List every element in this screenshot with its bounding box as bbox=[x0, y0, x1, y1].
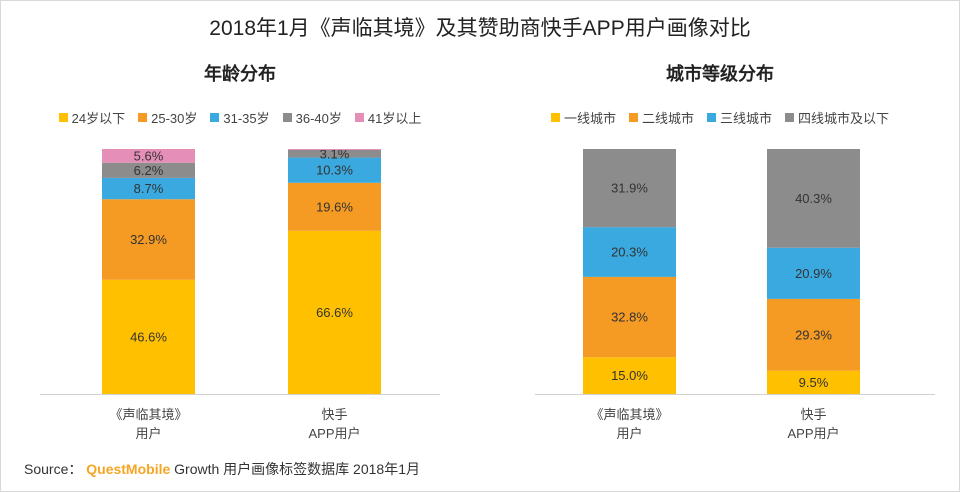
data-label: 32.8% bbox=[611, 310, 648, 325]
data-label: 9.5% bbox=[799, 375, 829, 390]
data-label: 40.3% bbox=[795, 191, 832, 206]
legend-item: 25-30岁 bbox=[138, 108, 197, 127]
legend-label: 三线城市 bbox=[720, 111, 773, 126]
legend-swatch bbox=[354, 113, 364, 122]
legend-item: 31-35岁 bbox=[210, 108, 270, 127]
legend-label: 二线城市 bbox=[641, 111, 694, 126]
bar-segment bbox=[102, 162, 195, 178]
bar-segment bbox=[102, 177, 195, 200]
data-label: 20.3% bbox=[611, 245, 648, 260]
legend-swatch bbox=[785, 113, 795, 122]
data-label: 8.7% bbox=[134, 181, 164, 196]
data-label: 32.9% bbox=[130, 232, 167, 247]
data-label: 6.2% bbox=[134, 163, 164, 178]
city-stacked-bar-chart: 15.0% 32.8% 20.3% 31.9% 《声临其境》用户 9.5% 29.3% 20.… bbox=[535, 149, 935, 441]
city-tier-distribution-panel: 城市等级分布 一线城市 二线城市 三线城市 四线城市及以下 15.0% 32.8% 20.… bbox=[480, 0, 960, 492]
source-note: Source： QuestMobile Growth 用户画像标签数据库 201… bbox=[24, 459, 420, 479]
data-label: 5.6% bbox=[134, 148, 164, 163]
legend-swatch bbox=[138, 113, 148, 122]
data-label: 15.0% bbox=[611, 368, 648, 383]
legend-swatch bbox=[58, 113, 68, 122]
legend-swatch bbox=[628, 113, 638, 122]
bar-segment bbox=[288, 230, 381, 394]
category-label: 用户 bbox=[135, 426, 161, 441]
data-label: 20.9% bbox=[795, 266, 832, 281]
data-label: 29.3% bbox=[795, 327, 832, 342]
legend-label: 41岁以上 bbox=[367, 111, 422, 126]
legend-swatch bbox=[282, 113, 292, 122]
legend-swatch bbox=[210, 113, 220, 122]
legend-label: 24岁以下 bbox=[71, 111, 126, 126]
source-text: Growth 用户画像标签数据库 2018年1月 bbox=[174, 461, 420, 477]
data-label: 3.1% bbox=[320, 146, 350, 161]
legend-item: 四线城市及以下 bbox=[785, 108, 889, 127]
data-label: 31.9% bbox=[611, 181, 648, 196]
legend-item: 24岁以下 bbox=[58, 108, 126, 127]
age-stacked-bar-chart: 46.6% 32.9% 8.7% 6.2%5.6% 《声临其境》用户 66.6% 19.6%… bbox=[40, 146, 440, 441]
source-brand: QuestMobile bbox=[86, 461, 171, 477]
legend-city: 一线城市 二线城市 三线城市 四线城市及以下 bbox=[480, 108, 960, 127]
legend-label: 31-35岁 bbox=[223, 111, 270, 126]
bar-segment bbox=[767, 247, 860, 299]
bar-segment bbox=[583, 149, 676, 228]
legend-label: 25-30岁 bbox=[151, 111, 198, 126]
bar-segment bbox=[288, 149, 381, 150]
panel-title-city: 城市等级分布 bbox=[666, 64, 774, 84]
data-label: 10.3% bbox=[316, 163, 353, 178]
legend-item: 二线城市 bbox=[628, 108, 694, 127]
legend-label: 四线城市及以下 bbox=[798, 111, 890, 126]
source-prefix: Source： bbox=[24, 461, 83, 477]
main-title: 2018年1月《声临其境》及其赞助商快手APP用户画像对比 bbox=[209, 17, 751, 40]
age-distribution-panel: 年龄分布 24岁以下 25-30岁 31-35岁 36-40岁 41岁以上 46.6% 3… bbox=[0, 64, 480, 441]
legend-label: 一线城市 bbox=[563, 111, 616, 126]
legend-age: 24岁以下 25-30岁 31-35岁 36-40岁 41岁以上 bbox=[0, 108, 480, 127]
bar-segment bbox=[767, 298, 860, 371]
bar-segment bbox=[102, 149, 195, 163]
category-label: APP用户 bbox=[787, 426, 839, 441]
data-label: 46.6% bbox=[130, 329, 167, 344]
category-label: 快手 bbox=[800, 407, 826, 422]
bar-segment bbox=[767, 370, 860, 394]
bar-segment bbox=[102, 199, 195, 280]
bar-segment bbox=[288, 182, 381, 231]
category-label: 《声临其境》 bbox=[109, 407, 187, 422]
bar-segment bbox=[102, 279, 195, 394]
legend-item: 36-40岁 bbox=[282, 108, 342, 127]
legend-item: 41岁以上 bbox=[354, 108, 422, 127]
panel-title-age: 年龄分布 bbox=[204, 64, 276, 84]
bar-segment bbox=[583, 276, 676, 358]
legend-swatch bbox=[707, 113, 716, 122]
bar-segment bbox=[583, 357, 676, 394]
legend-swatch bbox=[550, 113, 560, 122]
legend-label: 36-40岁 bbox=[295, 111, 342, 126]
data-label: 19.6% bbox=[316, 199, 353, 214]
data-label: 66.6% bbox=[316, 305, 353, 320]
bar-segment bbox=[288, 157, 381, 183]
category-label: APP用户 bbox=[308, 426, 360, 441]
bar-segment bbox=[583, 227, 676, 277]
bar-segment bbox=[288, 149, 381, 158]
category-label: 《声临其境》 bbox=[590, 407, 668, 422]
category-label: 用户 bbox=[616, 426, 642, 441]
legend-item: 一线城市 bbox=[550, 108, 616, 127]
category-label: 快手 bbox=[321, 407, 347, 422]
legend-item: 三线城市 bbox=[707, 108, 772, 127]
bar-segment bbox=[767, 149, 860, 248]
